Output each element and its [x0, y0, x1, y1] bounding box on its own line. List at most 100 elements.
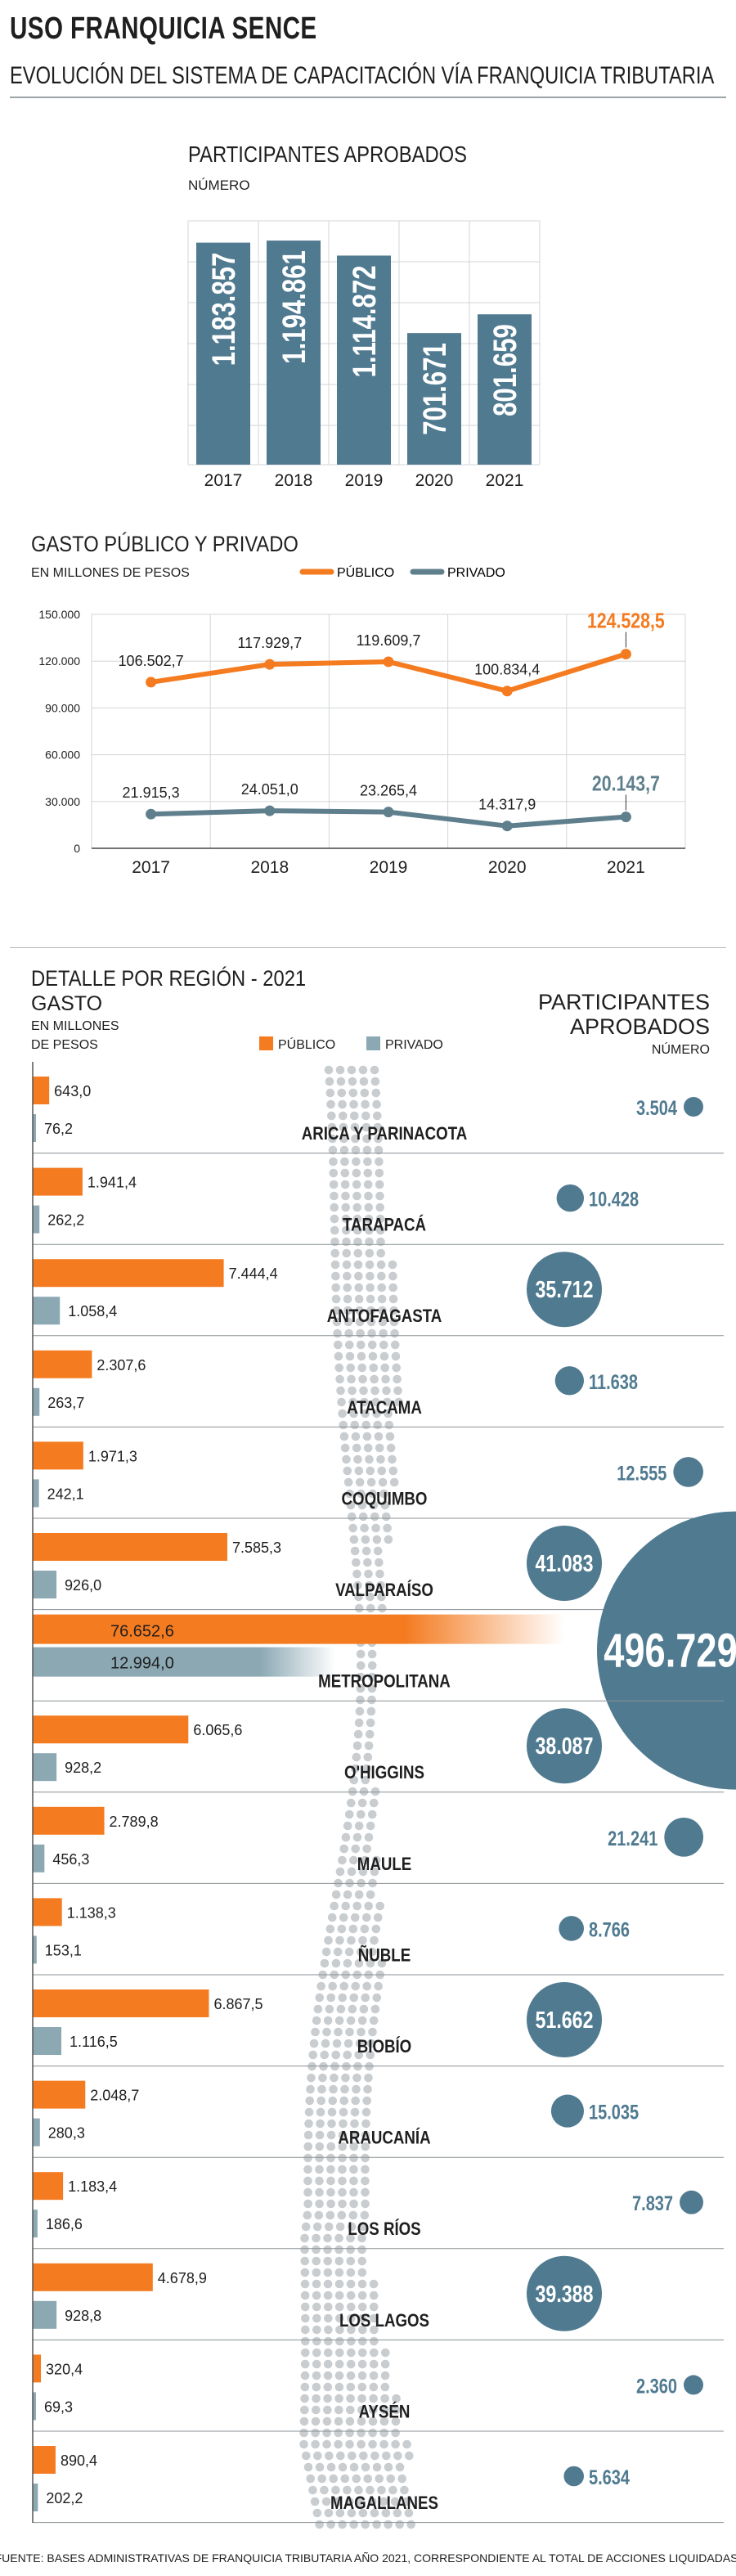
map-dot — [343, 1466, 352, 1476]
map-dot — [326, 1099, 335, 1109]
map-dot — [334, 2256, 344, 2266]
map-dot — [402, 2439, 411, 2449]
map-dot — [355, 1706, 365, 1716]
map-dot — [351, 2096, 361, 2106]
map-dot — [315, 2165, 324, 2174]
map-dot — [315, 2153, 324, 2163]
map-dot — [343, 1283, 352, 1292]
map-dot — [361, 1111, 370, 1121]
map-dot — [325, 2210, 335, 2220]
map-dot — [329, 1157, 338, 1167]
map-dot — [327, 1122, 337, 1132]
bar-privado-5 — [33, 1571, 57, 1598]
bar-privado-3 — [33, 1387, 40, 1416]
map-dot — [330, 1237, 339, 1247]
line-y-tick: 30.000 — [45, 795, 80, 808]
map-dot — [346, 2279, 356, 2289]
map-dot — [315, 2462, 325, 2472]
map-dot — [352, 2084, 361, 2094]
map-dot — [349, 2153, 358, 2163]
map-dot — [349, 2142, 359, 2151]
map-dot — [375, 1558, 384, 1567]
map-dot — [380, 1363, 390, 1373]
map-dot — [361, 2462, 370, 2472]
map-dot — [360, 2210, 370, 2220]
map-dot — [350, 1913, 360, 1922]
map-dot — [334, 2359, 344, 2369]
series-data-label: 106.502,7 — [119, 653, 184, 669]
region-name: LOS LAGOS — [339, 2311, 429, 2331]
map-dot — [347, 2325, 356, 2335]
map-dot — [350, 1420, 360, 1430]
map-dot — [308, 2485, 317, 2495]
map-dot — [334, 2245, 343, 2255]
map-dot — [364, 2073, 373, 2083]
map-dot — [363, 1443, 373, 1453]
map-dot — [303, 2187, 312, 2197]
map-dot — [375, 1191, 384, 1201]
bubble-participantes-13 — [527, 2255, 602, 2331]
map-dot — [313, 2004, 323, 2014]
map-dot — [370, 2336, 379, 2346]
map-dot — [384, 1535, 393, 1544]
map-dot — [380, 2394, 389, 2403]
map-dot — [373, 1122, 383, 1132]
map-dot — [357, 2279, 367, 2289]
map-dot — [334, 2405, 343, 2415]
map-dot — [359, 2451, 368, 2461]
map-dot — [357, 2416, 366, 2426]
region-name: VALPARAÍSO — [335, 1580, 433, 1601]
map-dot — [300, 2233, 309, 2243]
map-dot — [337, 1924, 347, 1934]
map-dot — [357, 2359, 367, 2369]
map-dot — [357, 2302, 367, 2312]
map-dot — [366, 1271, 375, 1281]
bubble-label: 51.662 — [536, 2006, 594, 2033]
map-dot — [331, 1271, 340, 1281]
map-dot — [324, 2336, 333, 2346]
map-dot — [348, 1088, 358, 1098]
map-dot — [368, 2027, 377, 2037]
region-name: METROPOLITANA — [318, 1672, 451, 1692]
map-dot — [377, 1592, 386, 1602]
map-dot — [361, 1993, 370, 2003]
map-dot — [333, 1947, 343, 1957]
map-dot — [371, 1088, 381, 1098]
map-dot — [338, 1855, 347, 1865]
series-point — [501, 686, 513, 697]
map-dot — [391, 2416, 401, 2426]
map-dot — [305, 2096, 315, 2106]
map-dot — [318, 2073, 327, 2083]
map-dot — [361, 1122, 371, 1132]
map-dot — [358, 1867, 368, 1877]
map-dot — [349, 2165, 358, 2174]
bar-privado-12 — [33, 2210, 38, 2238]
map-dot — [357, 2245, 366, 2255]
map-dot — [346, 2245, 355, 2255]
map-dot — [361, 2153, 370, 2163]
map-dot — [326, 2153, 335, 2163]
map-dot — [358, 1935, 367, 1945]
map-dot — [315, 2176, 324, 2186]
map-dot — [301, 2313, 310, 2323]
map-dot — [347, 2508, 357, 2518]
map-dot — [351, 1844, 360, 1854]
map-dot — [353, 1260, 363, 1270]
map-dot — [390, 1328, 399, 1338]
map-dot — [332, 2039, 342, 2048]
map-dot — [312, 2016, 321, 2025]
bar-publico-label: 320,4 — [46, 2361, 83, 2377]
bar-publico-14 — [33, 2354, 42, 2383]
map-dot — [349, 2199, 358, 2209]
page-title: USO FRANQUICIA SENCE — [10, 11, 317, 46]
legend-privado-label: PRIVADO — [447, 566, 505, 580]
map-dot — [379, 2439, 388, 2449]
map-dot — [367, 1695, 376, 1705]
map-dot — [364, 1832, 374, 1842]
map-dot — [303, 2462, 313, 2472]
map-dot — [349, 1775, 359, 1785]
bar-privado-label: 69,3 — [44, 2398, 73, 2415]
map-dot — [371, 1924, 381, 1934]
bar-x-tick: 2018 — [275, 471, 313, 490]
map-dot — [357, 1351, 366, 1361]
